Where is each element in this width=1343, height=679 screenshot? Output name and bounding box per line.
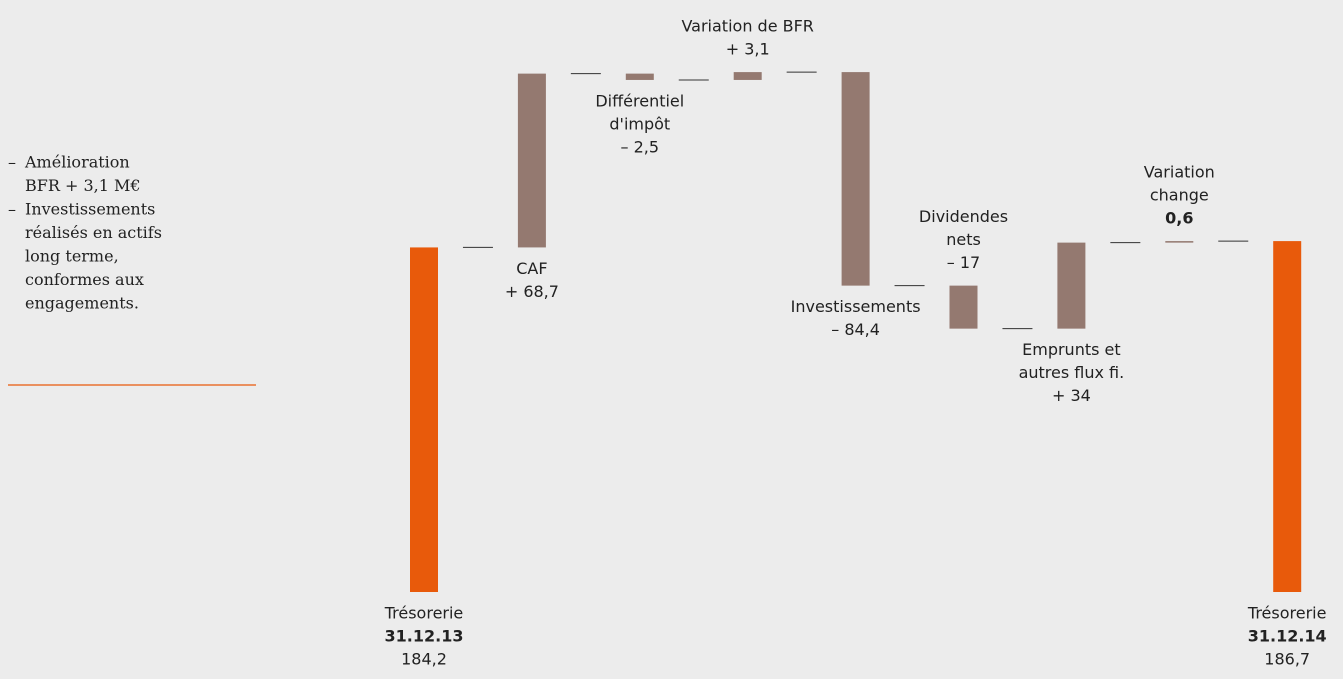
value-label: 186,7 <box>1264 650 1310 669</box>
category-label: 31.12.13 <box>385 627 464 646</box>
category-label: d'impôt <box>609 114 670 133</box>
category-label: 31.12.14 <box>1248 627 1327 646</box>
value-label: + 68,7 <box>505 282 559 301</box>
note-line: long terme, <box>25 247 119 266</box>
value-label: + 34 <box>1052 386 1091 405</box>
bar <box>841 72 870 286</box>
category-label: Emprunts et <box>1022 340 1121 359</box>
value-label: – 84,4 <box>831 320 880 339</box>
category-label: CAF <box>516 259 547 278</box>
bar <box>625 73 654 80</box>
value-label: – 17 <box>947 253 980 272</box>
note-line: Amélioration <box>24 153 130 172</box>
category-label: autres flux fi. <box>1019 363 1125 382</box>
bar <box>410 247 438 592</box>
bar <box>1273 241 1302 592</box>
category-label: Dividendes <box>919 207 1008 226</box>
bar <box>949 285 978 329</box>
category-label: Trésorerie <box>384 604 464 623</box>
value-label: 0,6 <box>1165 209 1193 228</box>
note-bullet: – <box>8 200 16 219</box>
bar <box>733 72 762 80</box>
value-label: – 2,5 <box>621 137 660 156</box>
note-bullet: – <box>8 153 16 172</box>
note-line: Investissements <box>25 200 155 219</box>
value-label: 184,2 <box>401 650 447 669</box>
category-label: change <box>1150 186 1209 205</box>
note-line: BFR + 3,1 M€ <box>25 176 141 195</box>
note-line: engagements. <box>25 294 139 313</box>
bar <box>1057 242 1086 329</box>
category-label: Variation <box>1144 163 1215 182</box>
value-label: + 3,1 <box>726 40 770 59</box>
category-label: Variation de BFR <box>681 17 813 36</box>
bar <box>517 73 546 248</box>
bar <box>1165 241 1194 243</box>
category-label: Investissements <box>791 297 921 316</box>
note-line: conformes aux <box>25 270 144 289</box>
note-line: réalisés en actifs <box>25 223 162 242</box>
category-label: Trésorerie <box>1247 604 1327 623</box>
category-label: nets <box>946 230 981 249</box>
category-label: Différentiel <box>595 91 684 110</box>
